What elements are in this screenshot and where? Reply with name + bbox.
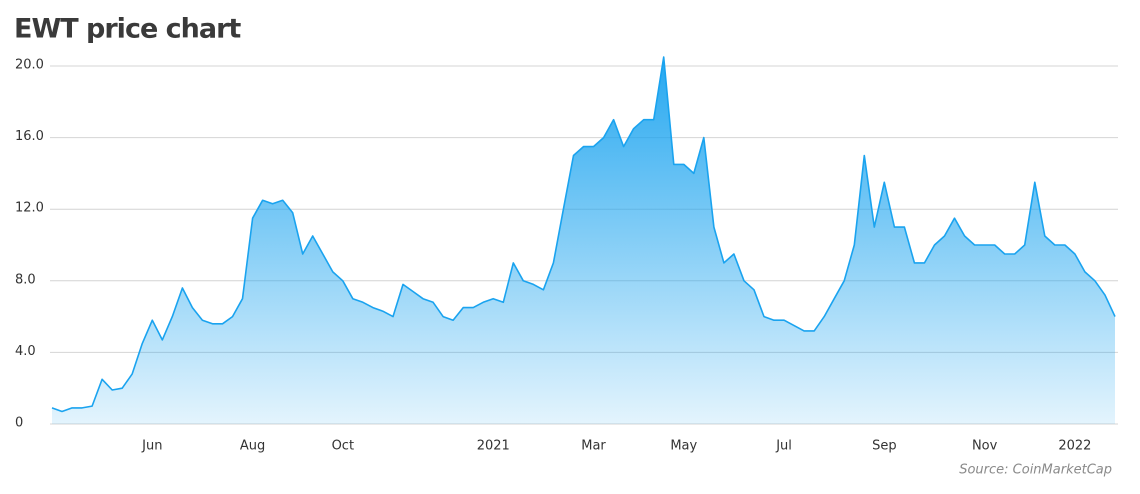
- chart-title: EWT price chart: [14, 14, 241, 45]
- x-tick-label: Jun: [141, 439, 162, 454]
- x-tick-label: Oct: [332, 439, 354, 454]
- x-tick-label: 2021: [477, 439, 510, 454]
- y-tick-label: 8.0: [15, 272, 36, 287]
- line: [51, 56, 1116, 413]
- y-tick-label: 12.0: [15, 201, 44, 216]
- x-tick-label: Jul: [775, 439, 792, 454]
- y-tick-label: 16.0: [15, 129, 44, 144]
- y-tick-label: 0: [15, 416, 23, 431]
- x-tick-label: Sep: [872, 439, 897, 454]
- source-note: Source: CoinMarketCap: [959, 463, 1112, 478]
- x-tick-label: Mar: [581, 439, 606, 454]
- x-tick-label: Nov: [972, 439, 998, 454]
- x-tick-label: Aug: [240, 439, 265, 454]
- y-tick-label: 20.0: [15, 58, 44, 73]
- y-tick-label: 4.0: [15, 344, 36, 359]
- area: [52, 57, 1115, 424]
- x-tick-label: 2022: [1058, 439, 1091, 454]
- x-tick-label: May: [670, 439, 697, 454]
